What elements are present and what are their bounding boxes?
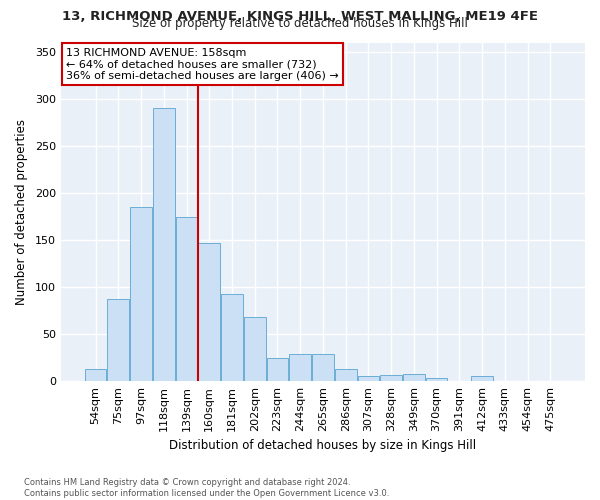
- Bar: [221, 294, 243, 381]
- Bar: [426, 378, 448, 381]
- Bar: [380, 374, 402, 381]
- Bar: [244, 317, 266, 381]
- Text: Contains HM Land Registry data © Crown copyright and database right 2024.
Contai: Contains HM Land Registry data © Crown c…: [24, 478, 389, 498]
- X-axis label: Distribution of detached houses by size in Kings Hill: Distribution of detached houses by size …: [169, 440, 476, 452]
- Bar: [153, 108, 175, 381]
- Bar: [107, 300, 129, 381]
- Bar: [472, 376, 493, 381]
- Bar: [289, 354, 311, 381]
- Bar: [403, 374, 425, 381]
- Text: 13, RICHMOND AVENUE, KINGS HILL, WEST MALLING, ME19 4FE: 13, RICHMOND AVENUE, KINGS HILL, WEST MA…: [62, 10, 538, 23]
- Bar: [130, 207, 152, 381]
- Y-axis label: Number of detached properties: Number of detached properties: [15, 119, 28, 305]
- Bar: [85, 369, 106, 381]
- Bar: [199, 243, 220, 381]
- Bar: [358, 376, 379, 381]
- Bar: [266, 358, 288, 381]
- Bar: [176, 216, 197, 381]
- Bar: [335, 369, 356, 381]
- Bar: [312, 354, 334, 381]
- Text: Size of property relative to detached houses in Kings Hill: Size of property relative to detached ho…: [132, 18, 468, 30]
- Text: 13 RICHMOND AVENUE: 158sqm
← 64% of detached houses are smaller (732)
36% of sem: 13 RICHMOND AVENUE: 158sqm ← 64% of deta…: [66, 48, 339, 81]
